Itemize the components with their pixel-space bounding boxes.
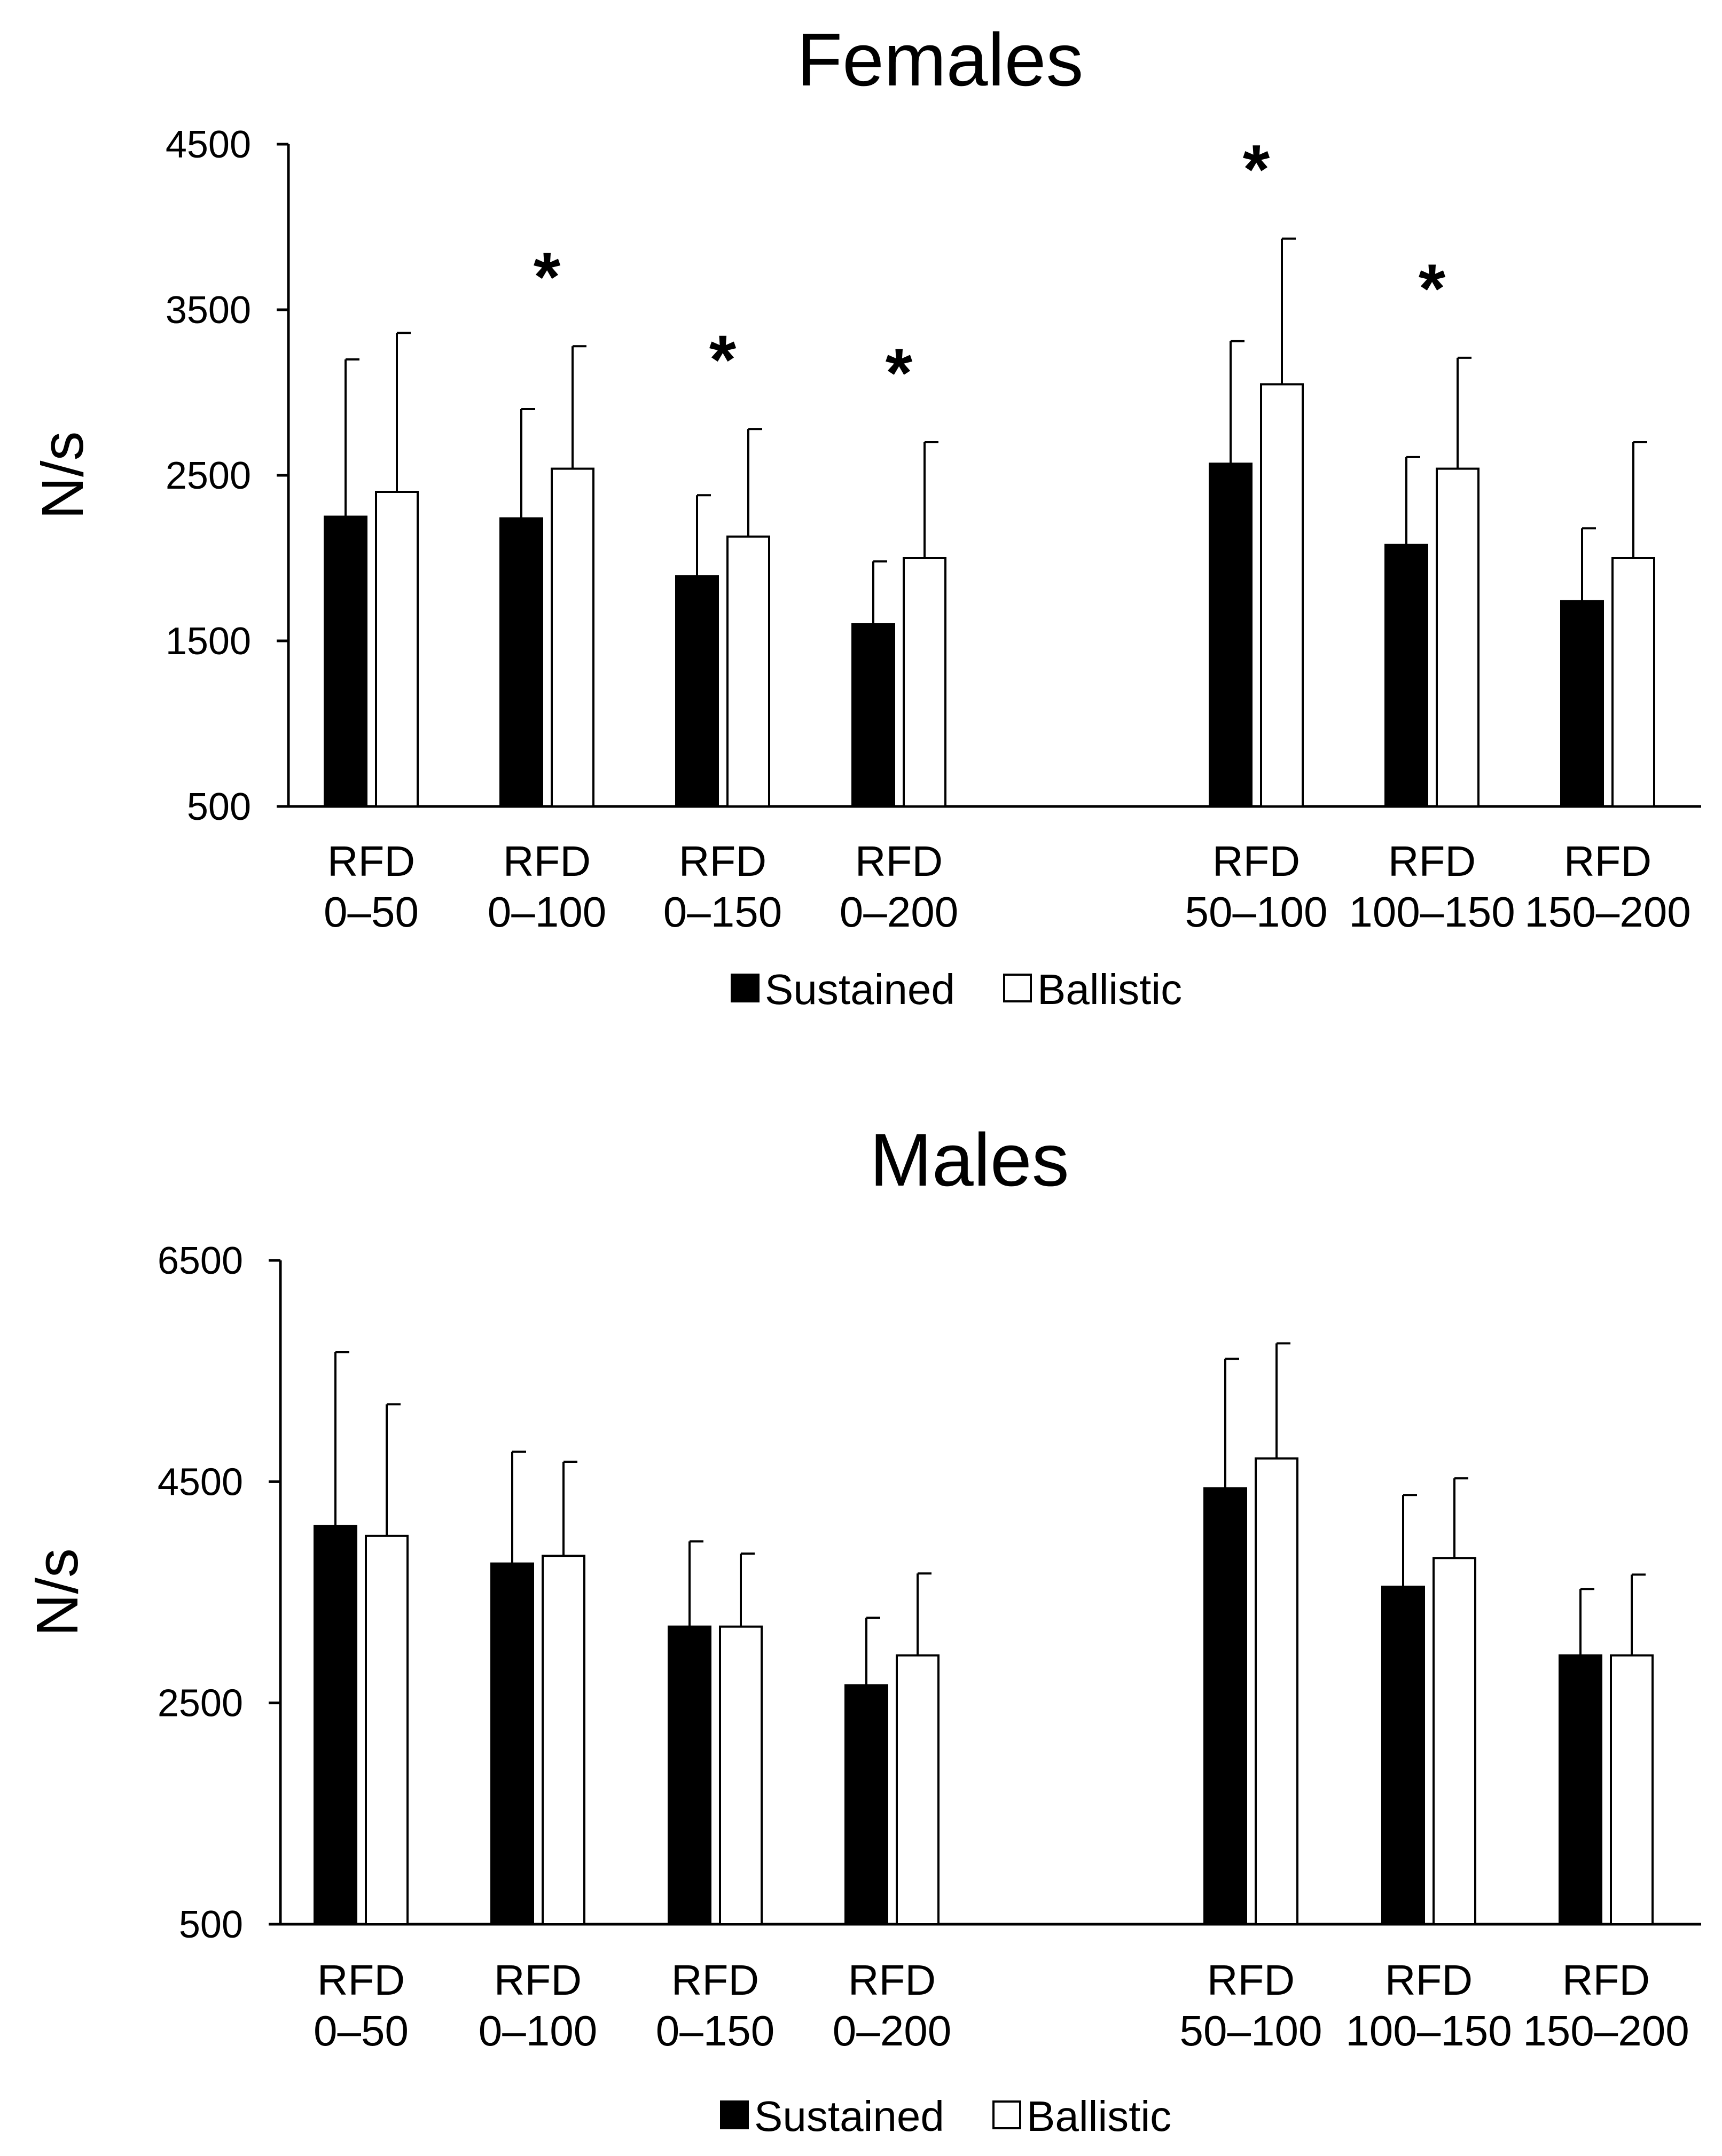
y-tick-label: 6500	[158, 1240, 243, 1282]
sustained-bar	[1384, 544, 1428, 807]
x-category-label: 0–150	[656, 2007, 774, 2055]
y-tick-label: 3500	[166, 289, 251, 332]
x-category-label: RFD	[327, 837, 415, 885]
y-tick-label: 500	[187, 786, 251, 828]
y-tick-label: 4500	[158, 1461, 243, 1503]
significance-star: *	[1243, 130, 1270, 208]
significance-star: *	[886, 334, 913, 412]
y-tick-label: 1500	[166, 620, 251, 663]
significance-star: *	[534, 238, 561, 316]
x-category-label: 150–200	[1523, 2007, 1689, 2055]
x-category-label: 0–150	[663, 888, 782, 936]
chart-title: Males	[870, 1118, 1069, 1202]
significance-star: *	[1419, 249, 1446, 327]
x-category-label: 100–150	[1345, 2007, 1512, 2055]
x-category-label: RFD	[1207, 1956, 1295, 2004]
sustained-bar	[490, 1562, 534, 1926]
sustained-bar	[499, 517, 543, 807]
ballistic-bar	[375, 491, 419, 807]
legend-swatch-sustained	[731, 974, 760, 1002]
sustained-bar	[1381, 1586, 1425, 1925]
sustained-bar	[324, 515, 367, 807]
y-axis-label: N/s	[30, 432, 96, 520]
ballistic-bar	[1433, 1557, 1476, 1925]
legend-label-sustained: Sustained	[754, 2092, 944, 2140]
ballistic-bar	[1260, 383, 1304, 807]
ballistic-bar	[726, 535, 770, 807]
legend-swatch-sustained	[720, 2100, 749, 2129]
y-tick-label: 4500	[166, 123, 251, 166]
x-category-label: 50–100	[1185, 888, 1328, 936]
x-category-label: RFD	[1385, 1956, 1473, 2004]
females-chart: FemalesN/s5001500250035004500RFD0–50*RFD…	[30, 18, 1701, 1013]
x-category-label: RFD	[679, 837, 766, 885]
x-category-label: RFD	[1212, 837, 1300, 885]
x-category-label: RFD	[848, 1956, 936, 2004]
ballistic-bar	[1255, 1457, 1298, 1926]
y-tick-label: 500	[179, 1903, 243, 1946]
x-category-label: 100–150	[1349, 888, 1515, 936]
legend-swatch-ballistic	[992, 2100, 1021, 2129]
x-category-label: RFD	[855, 837, 943, 885]
x-category-label: RFD	[1564, 837, 1651, 885]
sustained-bar	[844, 1684, 888, 1926]
sustained-bar	[1203, 1487, 1247, 1926]
ballistic-bar	[1436, 467, 1480, 807]
x-category-label: RFD	[1562, 1956, 1650, 2004]
ballistic-bar	[1611, 557, 1655, 807]
sustained-bar	[314, 1525, 357, 1925]
x-category-label: 50–100	[1180, 2007, 1322, 2055]
y-tick-label: 2500	[158, 1682, 243, 1725]
ballistic-bar	[896, 1654, 940, 1925]
chart-title: Females	[797, 18, 1084, 101]
x-category-label: 150–200	[1524, 888, 1690, 936]
sustained-bar	[1559, 1654, 1602, 1925]
y-tick-label: 2500	[166, 454, 251, 497]
significance-star: *	[709, 320, 737, 398]
x-category-label: 0–200	[833, 2007, 951, 2055]
sustained-bar	[1560, 600, 1604, 807]
x-category-label: 0–200	[840, 888, 958, 936]
legend-swatch-ballistic	[1003, 974, 1032, 1002]
sustained-bar	[668, 1625, 711, 1925]
x-category-label: RFD	[503, 837, 591, 885]
x-category-label: RFD	[1388, 837, 1476, 885]
ballistic-bar	[719, 1625, 763, 1925]
ballistic-bar	[365, 1534, 409, 1925]
legend-label-ballistic: Ballistic	[1037, 966, 1182, 1013]
ballistic-bar	[903, 557, 946, 807]
sustained-bar	[851, 623, 895, 807]
x-category-label: 0–100	[479, 2007, 597, 2055]
males-chart: MalesN/s500250045006500RFD0–50RFD0–100RF…	[25, 1118, 1701, 2140]
y-axis-label: N/s	[25, 1548, 90, 1636]
legend-label-sustained: Sustained	[765, 966, 955, 1013]
ballistic-bar	[1610, 1654, 1654, 1925]
x-category-label: RFD	[494, 1956, 582, 2004]
sustained-bar	[1209, 462, 1253, 807]
ballistic-bar	[542, 1555, 585, 1925]
x-category-label: RFD	[671, 1956, 759, 2004]
x-category-label: 0–50	[324, 888, 419, 936]
sustained-bar	[675, 575, 719, 807]
x-category-label: 0–50	[314, 2007, 409, 2055]
ballistic-bar	[551, 467, 594, 807]
x-category-label: 0–100	[488, 888, 606, 936]
x-category-label: RFD	[317, 1956, 405, 2004]
legend-label-ballistic: Ballistic	[1027, 2092, 1171, 2140]
